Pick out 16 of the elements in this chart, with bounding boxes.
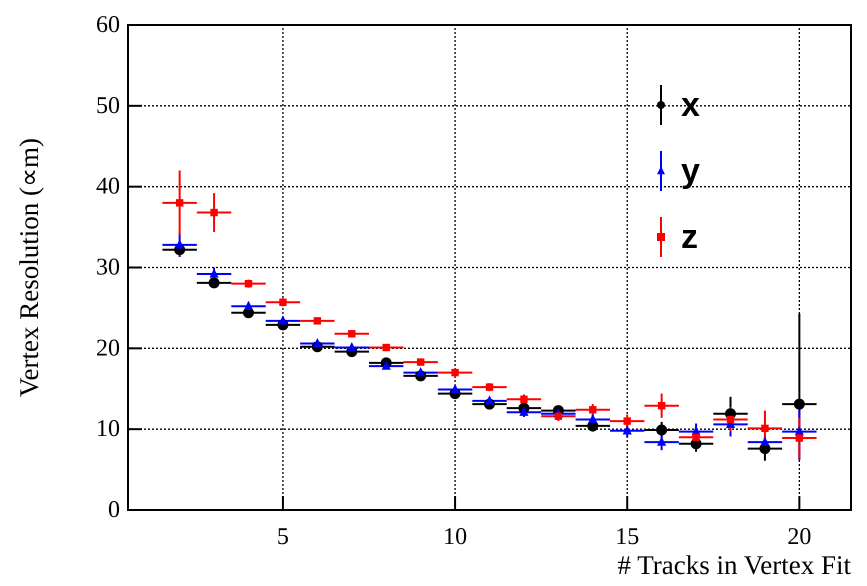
legend-label: z bbox=[681, 218, 698, 256]
y-tick-label: 10 bbox=[96, 416, 120, 442]
legend-label: y bbox=[681, 152, 700, 190]
y-tick-label: 0 bbox=[108, 497, 120, 523]
y-tick-label: 30 bbox=[96, 254, 120, 280]
y-tick-label: 60 bbox=[96, 12, 120, 38]
legend-label: x bbox=[681, 86, 700, 124]
x-tick-label: 15 bbox=[615, 524, 640, 550]
x-tick-label: 20 bbox=[787, 524, 812, 550]
y-tick-label: 20 bbox=[96, 335, 120, 362]
y-tick-label: 40 bbox=[96, 174, 120, 200]
x-axis-title: # Tracks in Vertex Fit bbox=[617, 550, 852, 580]
x-tick-label: 10 bbox=[443, 524, 468, 550]
y-axis-title: Vertex Resolution (∝m) bbox=[14, 138, 44, 397]
x-tick-label: 5 bbox=[276, 524, 289, 550]
y-tick-label: 50 bbox=[96, 92, 120, 119]
